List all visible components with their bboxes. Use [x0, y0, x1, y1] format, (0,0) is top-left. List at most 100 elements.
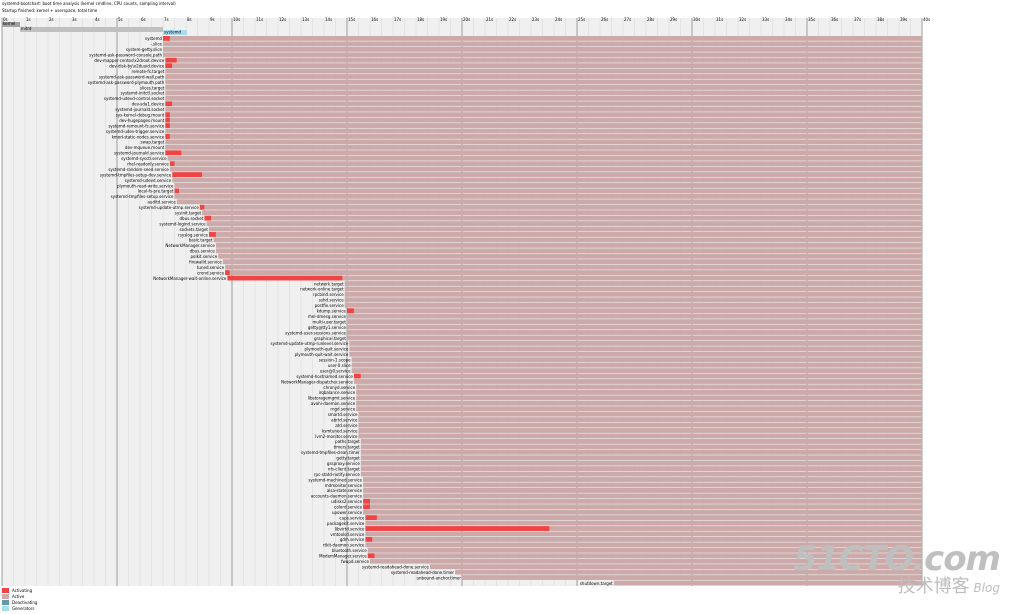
unit-active-bar: [363, 493, 923, 499]
unit-active-bar: [349, 346, 922, 352]
unit-active-bar: [218, 253, 922, 259]
unit-activating-bar: [347, 308, 354, 314]
unit-active-bar: [347, 319, 922, 325]
tick-label: 12s: [279, 17, 286, 22]
tick-label: 17s: [394, 17, 401, 22]
unit-label: systemd-journald.socket: [115, 107, 164, 112]
unit-active-bar: [165, 106, 923, 112]
unit-active-bar: [353, 379, 922, 384]
tick-label: 31s: [716, 17, 723, 22]
tick-label: 4s: [95, 17, 100, 22]
unit-active-bar: [363, 487, 923, 493]
unit-label: lvm2-monitor.service: [315, 434, 358, 439]
unit-label: firewalld.service: [189, 260, 222, 265]
unit-activating-bar: [165, 123, 170, 128]
unit-label: bluetooth.service: [332, 548, 367, 553]
header-line-1: systemd-bootchart: boot time analysis (k…: [2, 1, 176, 6]
unit-label: paths.target: [335, 439, 360, 444]
tick-label: 23s: [532, 17, 539, 22]
unit-active-bar: [172, 63, 922, 69]
boot-timeline-chart: 0s 1s 2s 3s 4s 5s 6s 7s 8s 9s 10s 11s 12s 13s 14s 15s 16…: [1, 17, 930, 586]
unit-active-bar: [342, 275, 922, 281]
unit-label: accounts-daemon.service: [311, 494, 363, 499]
unit-active-bar: [353, 308, 922, 314]
unit-label: mdmonitor.service: [325, 483, 363, 488]
unit-label: colord.service: [334, 505, 362, 510]
unit-active-bar: [344, 286, 922, 292]
tick-label: 40s: [923, 17, 930, 22]
unit-activating-bar: [363, 498, 370, 504]
unit-active-bar: [549, 526, 922, 531]
unit-active-bar: [169, 112, 922, 118]
unit-label: libstoragemgmt.service: [308, 396, 356, 401]
unit-label: systemd-readahead-done.timer: [391, 570, 455, 575]
unit-active-bar: [356, 389, 922, 395]
unit-label: rhel-dmesg.service: [308, 314, 347, 319]
unit-label: systemd-tmpfiles-setup-dev.service: [100, 172, 172, 177]
unit-active-bar: [347, 330, 922, 335]
unit-active-bar: [344, 281, 922, 286]
unit-active-bar: [358, 422, 922, 428]
unit-active-bar: [363, 477, 923, 482]
userspace-label: systemd: [164, 30, 181, 35]
unit-label: systemd-tmpfiles-clean.timer: [301, 450, 360, 455]
unit-label: sysinit.target: [175, 211, 202, 216]
unit-label: ModemManager.service: [319, 554, 367, 559]
unit-label: shutdown.target: [580, 581, 613, 586]
unit-activating-bar: [204, 215, 212, 221]
unit-active-bar: [613, 580, 922, 586]
unit-label: dbus.service: [190, 249, 216, 254]
unit-active-bar: [360, 449, 922, 455]
unit-activating-bar: [363, 504, 370, 510]
tick-label: 9s: [210, 17, 215, 22]
unit-label: systemd-update-utmp-runlevel.service: [271, 341, 349, 346]
unit-active-bar: [356, 395, 922, 401]
tick-label: 25s: [578, 17, 585, 22]
unit-label: getty.target: [336, 456, 360, 461]
legend-deactivating-swatch: [2, 599, 9, 605]
unit-label: dbus.socket: [179, 216, 203, 221]
unit-active-bar: [211, 215, 923, 221]
unit-active-bar: [172, 177, 922, 183]
unit-active-bar: [165, 90, 923, 96]
unit-active-bar: [370, 504, 922, 510]
legend-active-label: Active: [12, 593, 25, 599]
unit-active-bar: [344, 302, 922, 308]
header-line-2: Startup finished: kernel + userspace, to…: [2, 8, 98, 13]
unit-active-bar: [347, 313, 922, 319]
unit-label: systemd-readahead-done.service: [362, 564, 429, 569]
legend-active-swatch: [2, 593, 9, 599]
watermark: 51CTO.com 技术博客 Blog: [793, 539, 1001, 596]
unit-active-bar: [344, 297, 922, 303]
unit-active-bar: [165, 128, 923, 134]
unit-label: cups.service: [339, 515, 364, 520]
unit-label: systemd-udevd.service: [125, 178, 172, 183]
unit-activating-bar: [165, 150, 182, 156]
tick-label: 30s: [693, 17, 700, 22]
unit-active-bar: [365, 520, 922, 526]
unit-active-bar: [165, 139, 923, 145]
unit-label: dev-disk-by\x2duuid.device: [109, 63, 165, 68]
unit-activating-bar: [165, 134, 170, 139]
unit-rows: systemdsystemd-.slicesystem-getty.slices…: [88, 30, 923, 586]
unit-active-bar: [363, 482, 923, 488]
tick-label: 16s: [371, 17, 378, 22]
unit-activating-bar: [365, 536, 373, 542]
unit-label: rhel-readonly.service: [127, 161, 169, 166]
unit-active-bar: [429, 564, 922, 570]
unit-label: systemd-ask-password-console.path: [89, 53, 162, 58]
unit-activating-bar: [165, 101, 173, 107]
unit-label: systemd-initctl.socket: [120, 91, 164, 96]
unit-label: systemd-hostnamed.service: [296, 374, 353, 379]
unit-active-bar: [372, 536, 922, 542]
unit-active-bar: [165, 95, 923, 101]
unit-label: plymouth-read-write.service: [117, 183, 174, 188]
tick-label: 36s: [831, 17, 838, 22]
unit-label: getty@tty1.service: [308, 325, 347, 330]
unit-label: tuned.service: [197, 265, 225, 270]
tick-label: 27s: [624, 17, 631, 22]
kernel-phase-bar: [2, 22, 20, 27]
watermark-logo: 51CTO.com: [793, 539, 1001, 579]
tick-label: 7s: [164, 17, 169, 22]
unit-label: systemd-logind.service: [159, 221, 206, 226]
